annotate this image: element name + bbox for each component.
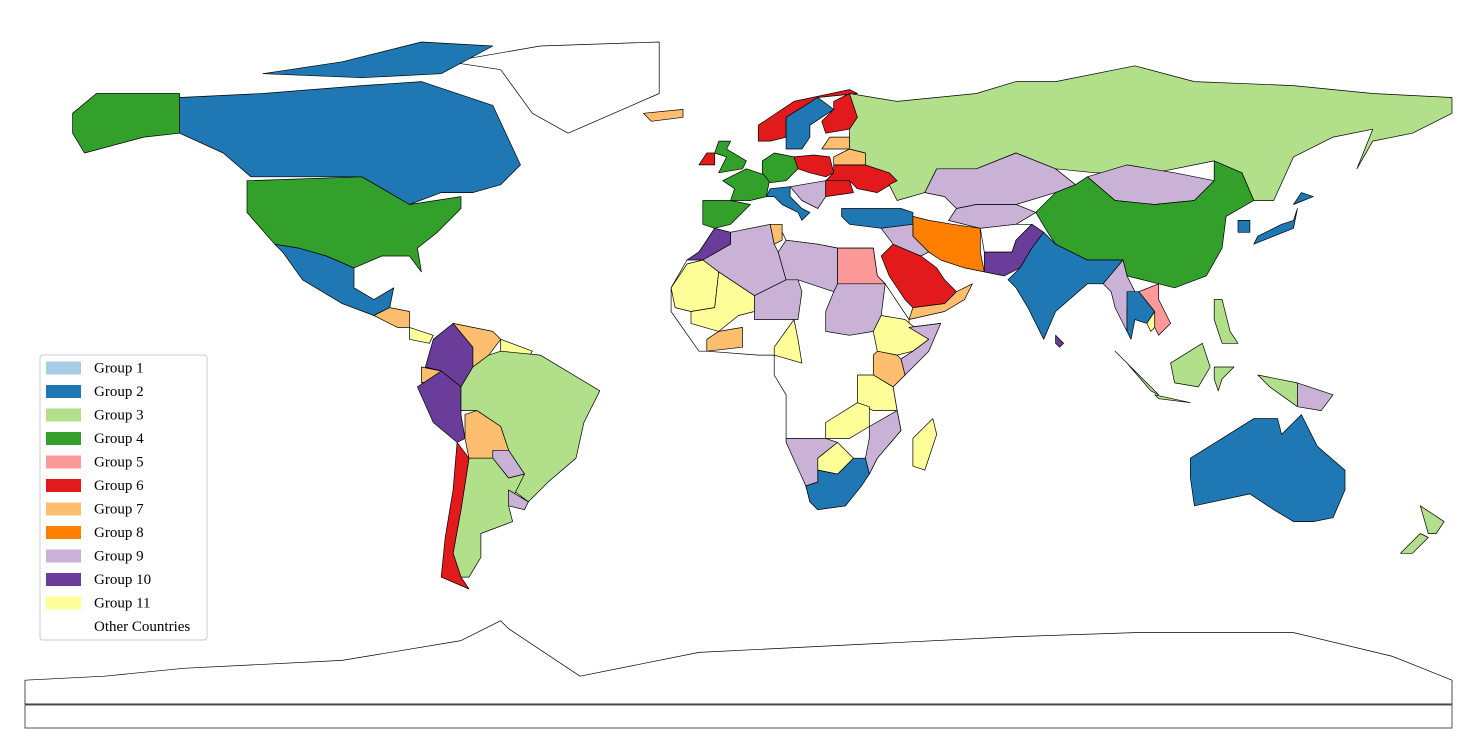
country (757, 89, 858, 142)
legend-label: Group 9 (94, 548, 144, 564)
country (1293, 192, 1314, 205)
country (698, 152, 716, 166)
country (440, 442, 470, 590)
country (805, 457, 870, 511)
country (1253, 208, 1298, 245)
legend-label: Group 6 (94, 478, 144, 494)
country (1170, 342, 1211, 388)
country (880, 223, 930, 257)
legend-swatch (46, 549, 81, 563)
country (1297, 382, 1334, 411)
legend-swatch (46, 526, 81, 539)
country (72, 93, 180, 154)
legend-swatch (46, 620, 81, 633)
legend-label: Group 5 (94, 454, 144, 470)
country (765, 186, 811, 221)
legend-label: Group 1 (94, 360, 144, 376)
country (1114, 350, 1160, 396)
legend-swatch (46, 455, 81, 469)
country (761, 152, 799, 184)
legend-swatch (46, 408, 81, 422)
country (706, 327, 743, 352)
country (821, 136, 850, 150)
country (872, 315, 930, 356)
country (983, 223, 1045, 277)
legend-label: Group 3 (94, 407, 144, 423)
legend-swatch (46, 573, 81, 586)
country (769, 223, 783, 245)
country (865, 410, 902, 475)
countries (24, 41, 1453, 705)
country (508, 489, 529, 511)
country (1213, 366, 1235, 392)
country (722, 168, 771, 201)
country (409, 327, 434, 344)
legend-label: Other Countries (94, 619, 190, 635)
country (825, 180, 854, 197)
country (948, 204, 1037, 229)
country (179, 81, 521, 205)
country (754, 279, 803, 320)
legend-label: Group 11 (94, 595, 151, 611)
country (1237, 220, 1251, 233)
country (793, 154, 835, 178)
legend-label: Group 7 (94, 501, 144, 517)
legend-box (39, 354, 208, 641)
legend-swatch (46, 596, 81, 610)
country (670, 259, 720, 312)
country (837, 247, 886, 285)
country (1055, 334, 1064, 348)
country (912, 418, 938, 471)
legend-label: Group 8 (94, 525, 144, 541)
legend-swatch (46, 361, 81, 375)
country (908, 283, 973, 320)
legend-swatch (46, 432, 81, 445)
country (714, 140, 747, 174)
country (1400, 533, 1429, 554)
legend-swatch (46, 479, 81, 492)
country (274, 243, 395, 316)
country (1257, 374, 1298, 408)
country (1213, 299, 1239, 344)
country (789, 180, 827, 209)
legend-label: Group 2 (94, 384, 144, 400)
country (24, 620, 1453, 705)
country (702, 200, 751, 229)
legend-label: Group 10 (94, 572, 151, 588)
country (1190, 414, 1346, 522)
country (417, 370, 466, 443)
legend-swatch (46, 385, 81, 398)
country (872, 350, 906, 388)
legend-swatch (46, 502, 81, 516)
country (773, 319, 803, 364)
country (448, 41, 660, 134)
legend-label: Group 4 (94, 431, 144, 447)
country (1146, 311, 1156, 332)
country (262, 41, 494, 79)
country (643, 109, 684, 122)
country (1419, 505, 1445, 534)
country (373, 307, 410, 328)
country (1154, 394, 1191, 404)
map-frame (24, 704, 1453, 729)
legend: Group 1 Group 2 Group 3 Group 4 Group 5 Group… (39, 354, 208, 641)
